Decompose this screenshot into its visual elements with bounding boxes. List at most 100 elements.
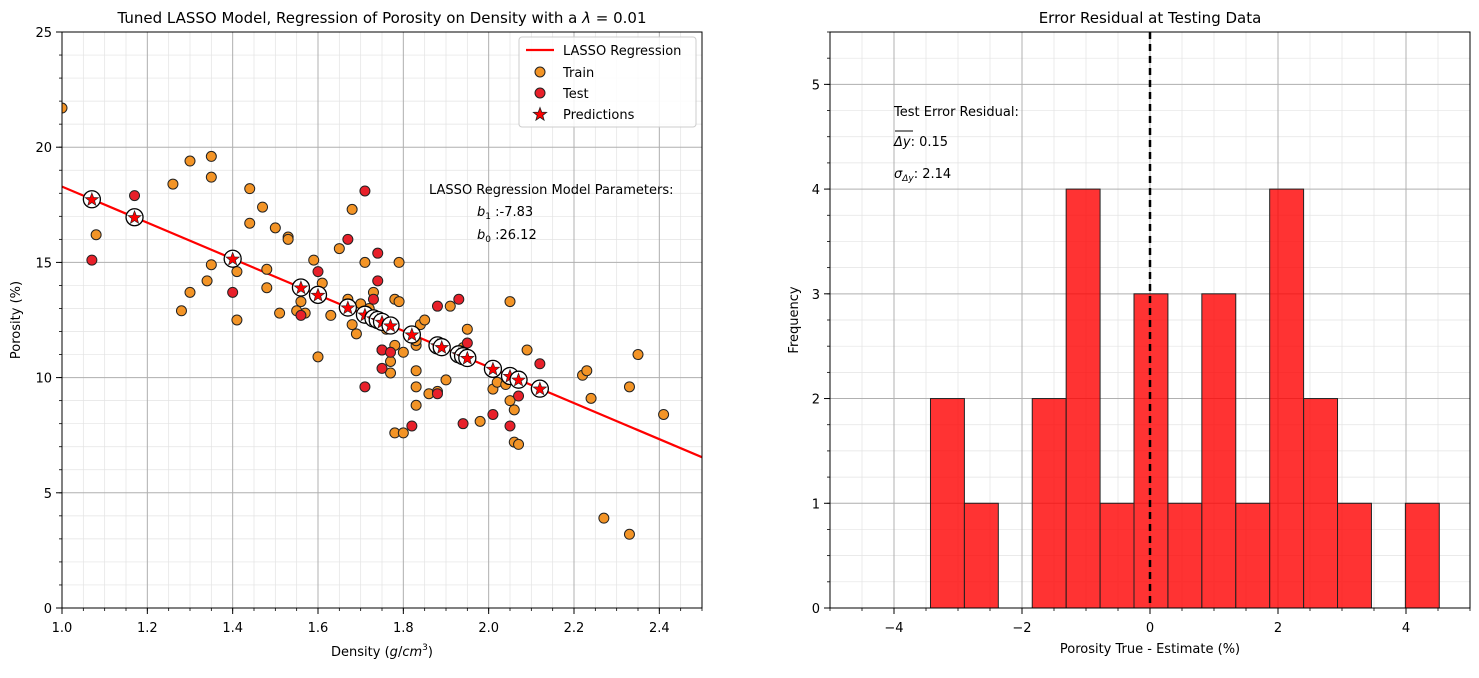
histogram-bar [1201,293,1237,608]
histogram-bar [1099,502,1135,608]
x-tick-label: 1.8 [393,621,414,636]
prediction-point [127,209,143,225]
histogram-bar [1337,502,1372,608]
scatter-panel: 1.0 1.2 1.4 1.6 1.8 2.0 2.2 2.4 0 5 10 15 20 25 Tuned… [9,9,703,660]
train-point [359,256,371,268]
prediction-point [434,339,450,355]
y-tick-label: 0 [812,602,820,617]
train-point [167,178,179,190]
train-point [346,203,358,215]
histogram-bar [1404,502,1440,608]
test-point [431,388,443,400]
histogram-bar [929,398,965,608]
train-point [504,395,516,407]
test-point [406,420,418,432]
train-point [461,323,473,335]
train-point [410,365,422,377]
legend-label-predictions: Predictions [563,108,635,123]
x-tick-label: 2.2 [564,621,585,636]
legend-prediction-swatch [532,106,548,122]
y-tick-label: 4 [812,183,820,198]
scatter-legend: LASSO Regression Train Test Predictions [518,36,697,128]
train-point [257,201,269,213]
x-tick-label: 1.4 [222,621,243,636]
train-point [312,351,324,363]
train-point [90,229,102,241]
y-tick-label: 5 [812,78,820,93]
scatter-y-label: Porosity (%) [9,281,24,359]
legend-label-train: Train [562,66,594,81]
test-point [367,293,379,305]
histogram-bar [1235,502,1271,608]
scatter-title: Tuned LASSO Model, Regression of Porosit… [116,9,646,27]
x-tick-label: −4 [884,621,903,636]
train-point [623,381,635,393]
residual-header: Test Error Residual: [893,105,1019,120]
test-point [227,286,239,298]
train-point [295,296,307,308]
train-point [184,155,196,167]
y-tick-label: 1 [812,497,820,512]
train-point [397,427,409,439]
residual-std-value: : 2.14 [914,167,951,182]
train-point [410,381,422,393]
test-point [342,233,354,245]
test-point [487,408,499,420]
train-point [201,275,213,287]
train-point [175,305,187,317]
test-point [457,418,469,430]
residual-std-text: σΔy: 2.14 [894,167,951,184]
train-point [333,243,345,255]
test-point [372,275,384,287]
train-point [623,528,635,540]
prediction-point [485,361,501,376]
histogram-bar [1269,188,1305,608]
test-point [86,254,98,266]
train-point [282,233,294,245]
test-point [461,337,473,349]
train-point [231,266,243,278]
test-point [513,390,525,402]
test-point [504,420,516,432]
train-point [346,319,358,331]
prediction-points [82,190,550,398]
train-point [658,408,670,420]
histogram-bar [1031,398,1067,608]
y-tick-label: 3 [812,288,820,303]
x-tick-label: 0 [1146,621,1154,636]
histogram-bars [929,188,1440,608]
test-point [534,358,546,370]
legend-test-swatch [534,87,546,99]
params-header: LASSO Regression Model Parameters: [429,183,674,198]
train-point [205,150,217,162]
prediction-point [225,251,241,266]
train-point [393,296,405,308]
test-points [86,185,546,432]
train-point [419,314,431,326]
scatter-ticks: 1.0 1.2 1.4 1.6 1.8 2.0 2.2 2.4 0 5 10 15 20 25 [35,26,703,636]
histogram-bar [1303,398,1339,608]
train-point [62,102,68,114]
train-point [205,259,217,271]
prediction-point [459,350,475,365]
prediction-point [404,327,420,342]
histogram-bar [1065,188,1101,608]
x-tick-label: 1.2 [137,621,158,636]
test-point [295,309,307,321]
legend-frame [518,36,697,128]
train-point [444,300,456,312]
train-point [308,254,320,266]
prediction-point [340,300,356,315]
histogram-bar [1167,502,1203,608]
train-point [513,438,525,450]
train-point [231,314,243,326]
train-point [581,365,593,377]
x-tick-label: 2.0 [478,621,499,636]
train-point [410,399,422,411]
scatter-x-label: Density (g/cm3) [331,643,433,660]
train-point [350,328,362,340]
x-tick-label: 1.6 [308,621,329,636]
prediction-point [293,280,309,295]
y-tick-label: 2 [812,393,820,408]
param-b1: b1 :-7.83 [477,205,533,222]
